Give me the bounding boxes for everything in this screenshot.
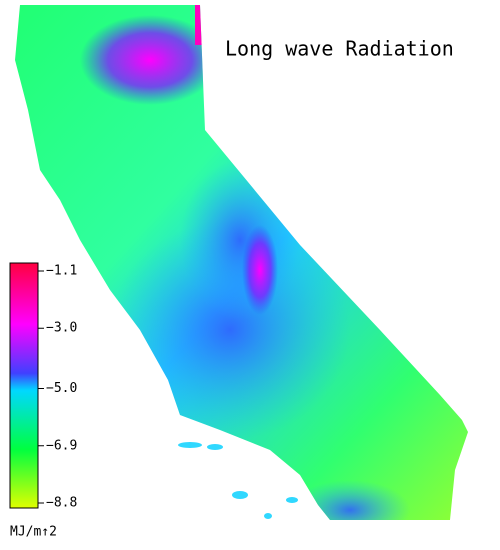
colorbar-tick-label: −5.0 bbox=[46, 381, 77, 396]
island bbox=[264, 513, 272, 519]
island bbox=[286, 497, 298, 503]
colorbar bbox=[9, 262, 39, 509]
magenta-region bbox=[80, 15, 220, 105]
islands bbox=[178, 442, 298, 519]
colorbar-unit: MJ/m↑2 bbox=[10, 525, 57, 540]
magenta-edge bbox=[195, 5, 205, 45]
colorbar-tick-label: −8.8 bbox=[46, 496, 77, 511]
colorbar-ticks: −1.1 −3.0 −5.0 −6.9 −8.8 bbox=[38, 264, 77, 511]
island bbox=[178, 442, 202, 448]
map-title: Long wave Radiation bbox=[225, 37, 454, 61]
magenta-region bbox=[242, 225, 278, 315]
island bbox=[207, 444, 223, 450]
island bbox=[232, 491, 248, 499]
blue-region bbox=[180, 160, 300, 320]
colorbar-tick-label: −1.1 bbox=[46, 264, 77, 279]
colorbar-tick-label: −3.0 bbox=[46, 321, 77, 336]
blue-region bbox=[290, 480, 410, 520]
colorbar-tick-label: −6.9 bbox=[46, 438, 77, 453]
